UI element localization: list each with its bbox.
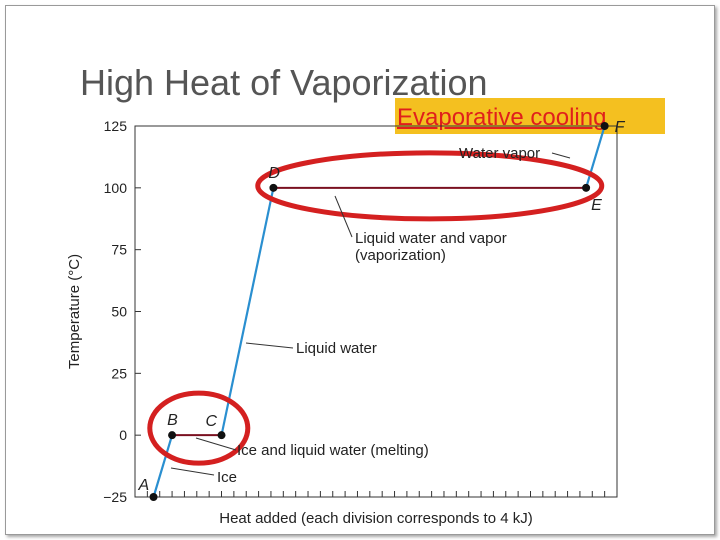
y-tick-label: −25 <box>103 489 127 505</box>
y-tick-label: 25 <box>111 365 127 381</box>
highlight-box <box>395 98 665 134</box>
y-tick-label: 100 <box>104 180 128 196</box>
slide-frame <box>5 5 715 535</box>
annotation-label: Liquid water <box>296 340 377 357</box>
point-label: E <box>591 197 602 214</box>
heating-segment <box>585 125 606 189</box>
point-label: A <box>138 477 150 494</box>
heating-segment <box>220 187 275 436</box>
x-axis-label: Heat added (each division corresponds to… <box>219 510 533 527</box>
point-marker <box>582 183 591 192</box>
melting-highlight-ellipse <box>147 390 251 466</box>
annotation-label: Water vapor <box>459 145 540 162</box>
y-tick-label: 50 <box>111 304 127 320</box>
point-marker <box>168 431 177 440</box>
point-marker <box>149 493 158 501</box>
annotation-label: Liquid water and vapor <box>355 230 507 247</box>
annotation-label: Ice and liquid water (melting) <box>237 442 429 459</box>
point-marker <box>600 122 609 130</box>
y-tick-label: 75 <box>111 242 127 258</box>
annotation-leader-line <box>195 437 237 451</box>
point-label: C <box>206 413 218 430</box>
annotation-leader-line <box>551 152 571 159</box>
annotation-leader-line <box>245 342 294 349</box>
point-marker <box>217 431 226 440</box>
point-label: B <box>167 412 178 429</box>
slide-title: High Heat of Vaporization <box>80 62 488 103</box>
y-tick-label: 125 <box>104 118 128 134</box>
y-axis-label: Temperature (°C) <box>66 254 83 369</box>
annotation-label: Ice <box>217 469 237 486</box>
vaporization-highlight-ellipse <box>255 150 605 222</box>
y-tick-label: 0 <box>119 427 127 443</box>
annotation-leader-line <box>170 467 215 476</box>
annotation-leader-line <box>334 195 353 238</box>
annotation-label: (vaporization) <box>355 247 446 264</box>
point-marker <box>269 183 278 192</box>
point-label: F <box>615 119 626 136</box>
point-label: D <box>268 165 280 182</box>
heating-segment <box>152 434 174 498</box>
